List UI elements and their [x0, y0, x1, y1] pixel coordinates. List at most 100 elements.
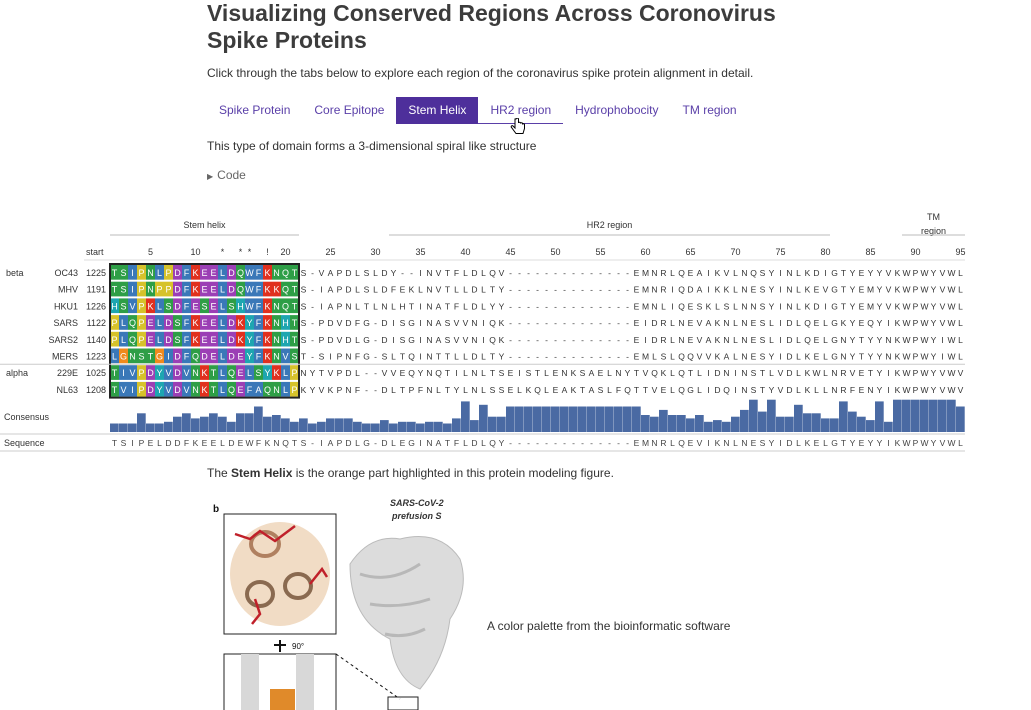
- residue: G: [831, 352, 838, 362]
- residue: D: [228, 335, 235, 345]
- tick-label: *: [221, 247, 225, 257]
- residue: -: [554, 301, 557, 311]
- residue: W: [245, 301, 254, 311]
- residue: Y: [877, 318, 883, 328]
- consensus-residue: I: [131, 438, 133, 448]
- residue: V: [958, 368, 964, 378]
- residue: K: [499, 318, 505, 328]
- sequence-name: MHV: [58, 285, 78, 295]
- residue: N: [426, 318, 432, 328]
- residue: -: [563, 335, 566, 345]
- residue: L: [220, 285, 225, 295]
- residue: S: [255, 368, 261, 378]
- residue-cell: [137, 348, 146, 364]
- residue: S: [138, 352, 144, 362]
- residue-cell: [137, 281, 146, 297]
- residue: N: [471, 335, 477, 345]
- consensus-bar: [335, 418, 344, 432]
- consensus-residue: D: [228, 438, 234, 448]
- residue: Q: [678, 352, 685, 362]
- consensus-residue: L: [481, 438, 486, 448]
- residue: L: [481, 285, 486, 295]
- code-toggle[interactable]: ▶ Code: [207, 168, 246, 182]
- residue: V: [850, 368, 856, 378]
- residue: D: [165, 335, 172, 345]
- residue: -: [581, 318, 584, 328]
- consensus-bar: [533, 406, 542, 432]
- residue: L: [220, 268, 225, 278]
- residue-cell: [245, 381, 254, 397]
- sequence-name: 229E: [57, 368, 78, 378]
- residue-cell: [146, 298, 155, 314]
- residue: G: [831, 268, 838, 278]
- residue: L: [157, 301, 162, 311]
- consensus-bar: [416, 423, 425, 432]
- residue: R: [840, 368, 846, 378]
- residue-cell: [119, 381, 128, 397]
- residue: N: [147, 268, 154, 278]
- tab-tm-region[interactable]: TM region: [682, 103, 737, 117]
- residue: -: [536, 335, 539, 345]
- residue: W: [812, 368, 820, 378]
- tab-stem-helix[interactable]: Stem Helix: [396, 97, 479, 124]
- consensus-residue: -: [563, 438, 566, 448]
- residue: V: [319, 385, 325, 395]
- residue: Q: [804, 318, 811, 328]
- residue: A: [724, 352, 730, 362]
- residue: D: [327, 335, 333, 345]
- consensus-bar: [749, 399, 758, 432]
- residue-cell: [128, 348, 137, 364]
- tab-spike-protein[interactable]: Spike Protein: [219, 103, 291, 117]
- consensus-residue: L: [823, 438, 828, 448]
- residue-cell: [254, 298, 263, 314]
- residue: L: [463, 285, 468, 295]
- consensus-bar: [497, 416, 506, 432]
- tab-core-epitope[interactable]: Core Epitope: [314, 103, 385, 117]
- residue: F: [256, 352, 262, 362]
- residue: S: [760, 285, 766, 295]
- consensus-bar: [893, 399, 902, 432]
- residue: K: [264, 352, 270, 362]
- residue: G: [408, 335, 415, 345]
- residue: N: [471, 368, 477, 378]
- residue: N: [786, 285, 792, 295]
- tick-label: 80: [820, 247, 830, 257]
- residue: -: [410, 268, 413, 278]
- residue: Q: [723, 385, 730, 395]
- residue: P: [138, 285, 144, 295]
- residue: Q: [408, 352, 415, 362]
- residue-cell: [218, 315, 227, 330]
- residue: L: [355, 335, 360, 345]
- residue: T: [211, 368, 217, 378]
- tab-hydrophobocity[interactable]: Hydrophobocity: [575, 103, 659, 117]
- residue: L: [355, 368, 360, 378]
- residue: G: [831, 301, 838, 311]
- residue-cell: [191, 348, 200, 364]
- residue: W: [947, 285, 955, 295]
- residue-cell: [281, 281, 290, 297]
- residue-cell: [290, 348, 299, 364]
- residue: R: [660, 335, 666, 345]
- residue-cell: [182, 265, 191, 280]
- residue-cell: [155, 281, 164, 297]
- residue: N: [192, 385, 199, 395]
- residue: D: [228, 285, 235, 295]
- residue: E: [237, 368, 243, 378]
- sequence-start: 1140: [87, 335, 106, 345]
- residue: S: [697, 301, 703, 311]
- residue: N: [300, 368, 306, 378]
- consensus-bar: [884, 421, 893, 432]
- residue: -: [608, 335, 611, 345]
- consensus-bar: [128, 423, 137, 432]
- residue-cell: [290, 265, 299, 280]
- residue: E: [210, 285, 216, 295]
- residue-cell: [236, 315, 245, 330]
- consensus-label: Consensus: [4, 412, 50, 422]
- residue: D: [345, 368, 351, 378]
- code-toggle-label: Code: [217, 168, 246, 182]
- consensus-residue: E: [634, 438, 640, 448]
- residue: E: [508, 385, 514, 395]
- residue: N: [273, 385, 280, 395]
- residue: K: [264, 318, 270, 328]
- residue: N: [723, 318, 729, 328]
